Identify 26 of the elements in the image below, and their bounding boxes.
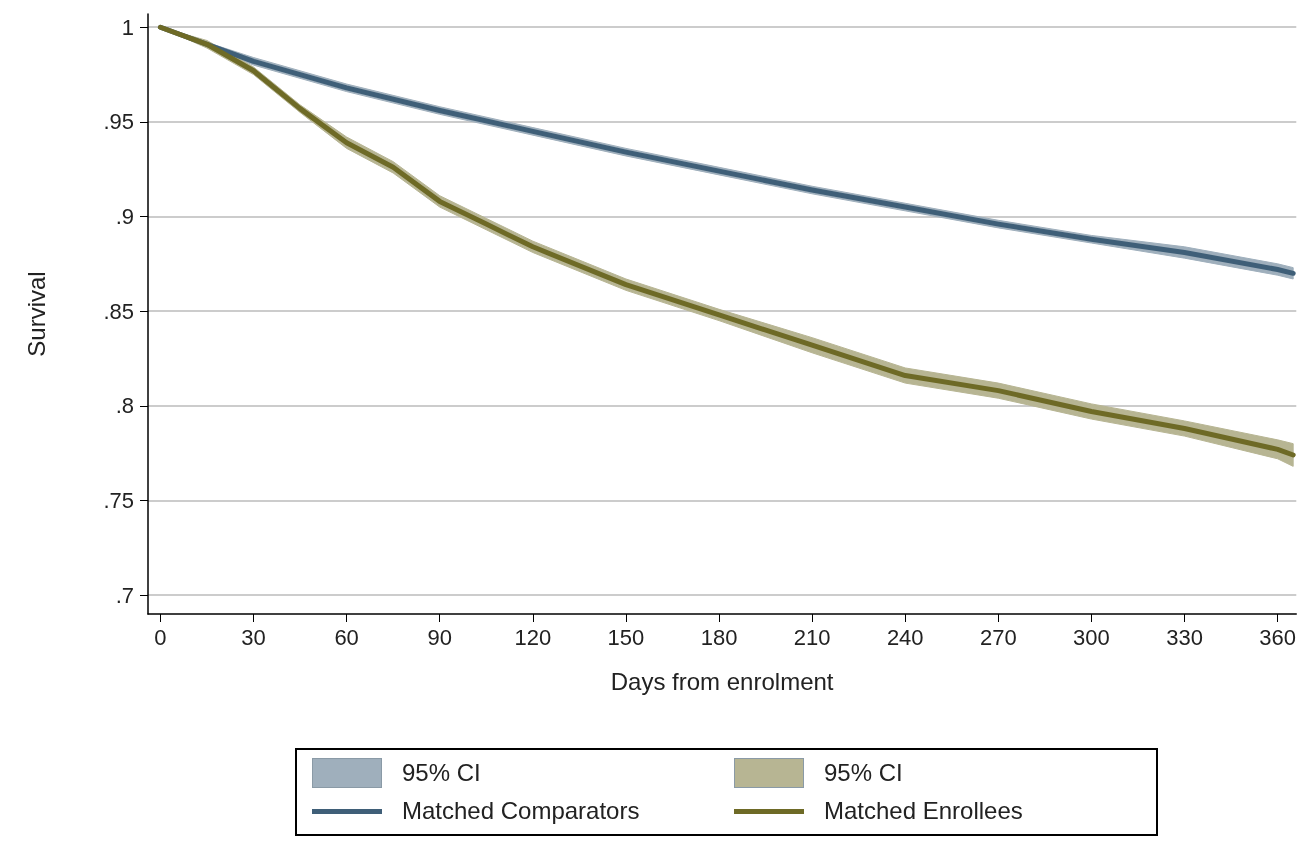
y-tick-label: .9	[115, 204, 134, 230]
y-axis-title: Survival	[22, 271, 50, 357]
x-tick-label: 0	[154, 624, 167, 650]
legend-label: Matched Enrollees	[824, 797, 1023, 825]
x-tick-label: 30	[241, 624, 266, 650]
x-tick-label: 270	[979, 624, 1017, 650]
x-tick-label: 150	[607, 624, 645, 650]
x-tick-label: 90	[427, 624, 452, 650]
x-tick-label: 120	[514, 624, 552, 650]
x-tick-label: 60	[334, 624, 359, 650]
text: 95% CI	[824, 759, 903, 787]
x-tick-label: 300	[1073, 624, 1110, 650]
y-tick-label: .8	[115, 393, 134, 419]
y-tick-label: .75	[103, 487, 134, 513]
text: 95% CI	[402, 759, 481, 787]
y-tick-label: 1	[121, 14, 134, 40]
x-tick-label: 330	[1166, 624, 1203, 650]
x-axis-title: Days from enrolment	[610, 667, 834, 695]
x-tick-label: 210	[793, 624, 831, 650]
x-tick-label: 360	[1259, 624, 1297, 650]
y-tick-label: .95	[103, 109, 134, 135]
legend-label: Matched Comparators	[402, 797, 640, 825]
y-tick-label: .85	[103, 298, 134, 324]
x-tick-label: 240	[886, 624, 924, 650]
y-tick-label: .7	[115, 582, 134, 608]
x-tick-label: 180	[700, 624, 738, 650]
